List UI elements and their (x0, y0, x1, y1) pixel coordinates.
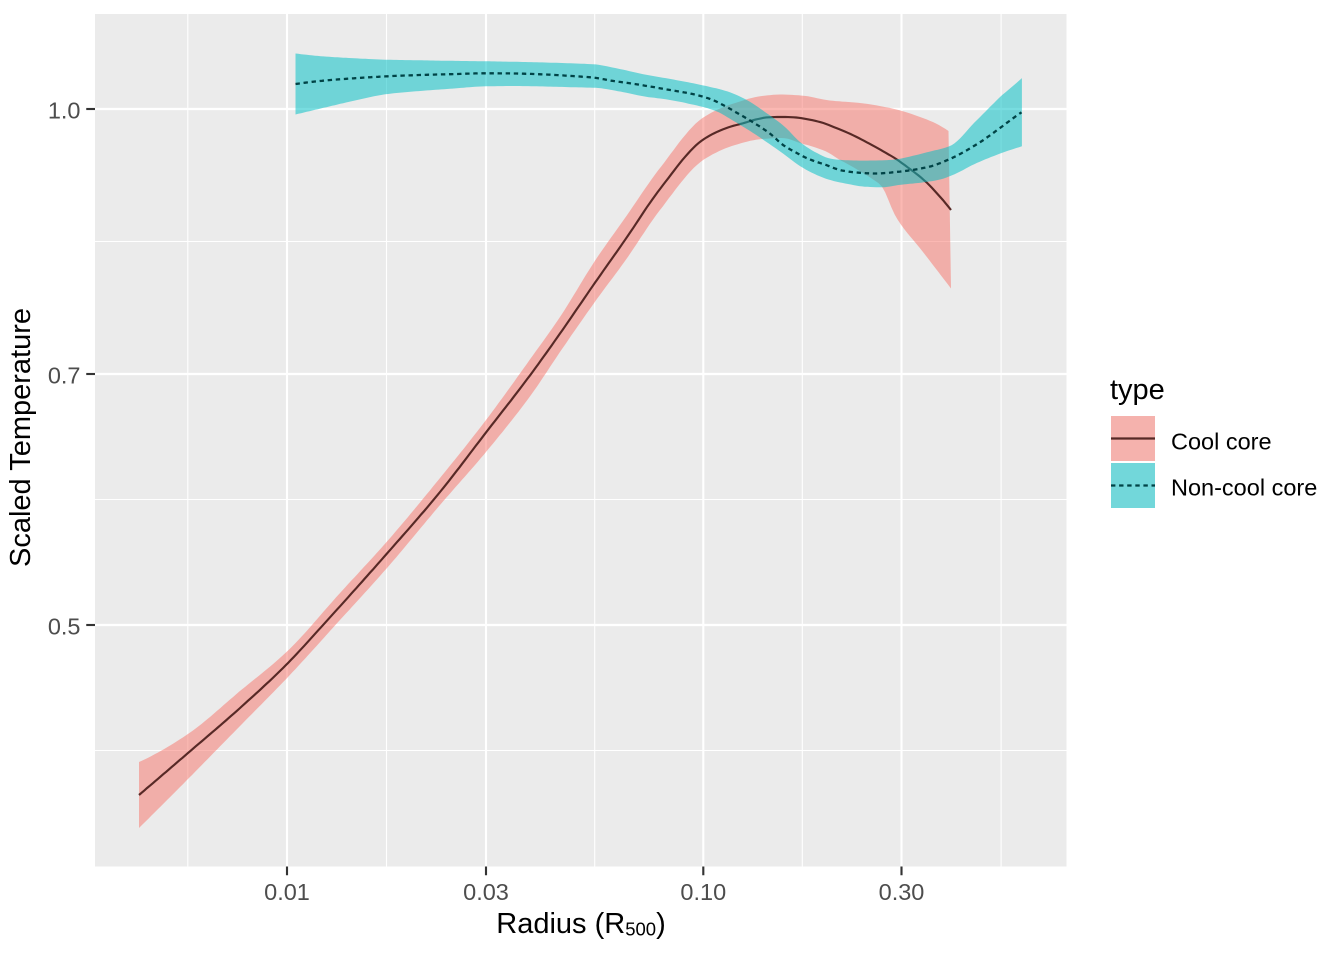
svg-text:0.30: 0.30 (879, 879, 925, 905)
svg-text:Cool core: Cool core (1171, 429, 1272, 455)
svg-text:0.01: 0.01 (264, 879, 310, 905)
svg-text:Scaled Temperature: Scaled Temperature (5, 308, 37, 567)
svg-text:0.10: 0.10 (680, 879, 726, 905)
svg-text:type: type (1110, 374, 1165, 406)
svg-text:0.03: 0.03 (463, 879, 509, 905)
svg-text:Non-cool core: Non-cool core (1171, 475, 1317, 501)
svg-text:0.5: 0.5 (48, 614, 81, 640)
svg-text:0.7: 0.7 (48, 363, 81, 389)
svg-text:1.0: 1.0 (48, 98, 81, 124)
